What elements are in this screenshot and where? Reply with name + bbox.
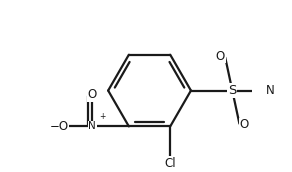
Text: +: + xyxy=(100,112,106,121)
Text: N: N xyxy=(88,121,96,131)
Text: Cl: Cl xyxy=(164,157,176,170)
Text: N: N xyxy=(266,84,274,97)
Text: S: S xyxy=(228,84,237,97)
Text: O: O xyxy=(216,50,225,63)
Text: O: O xyxy=(239,118,249,131)
Text: O: O xyxy=(88,88,97,101)
Text: −O: −O xyxy=(50,120,69,133)
